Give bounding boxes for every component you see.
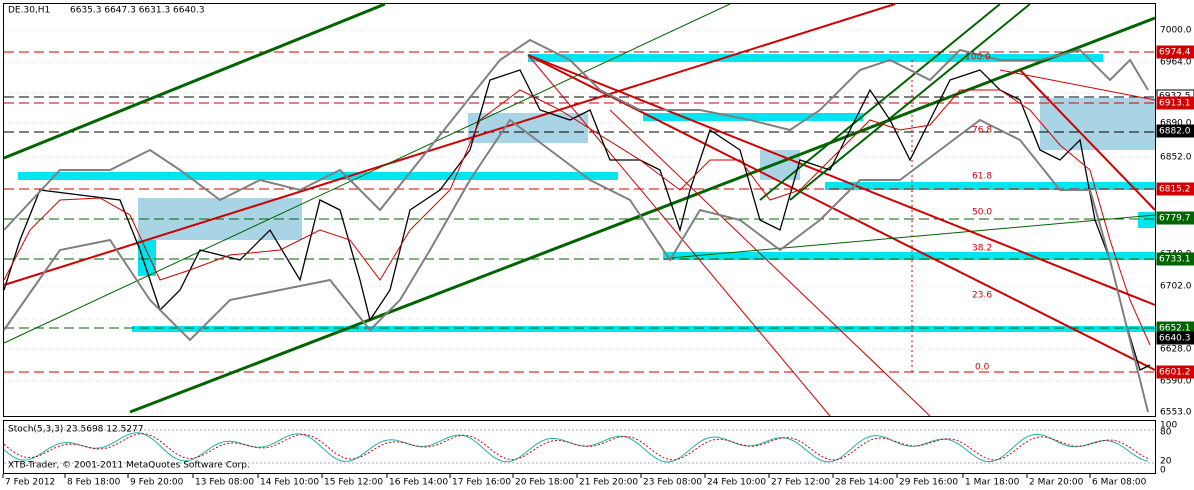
price-tag: 6733.1 xyxy=(1159,255,1191,265)
time-label: 20 Feb 18:00 xyxy=(515,478,574,488)
fib-label: 50.0 xyxy=(972,208,992,218)
price-tag-bg xyxy=(1156,96,1194,110)
zone xyxy=(663,252,1155,260)
fib-label: 38.2 xyxy=(972,244,992,254)
time-label: 1 Mar 18:00 xyxy=(965,478,1020,488)
trend-line xyxy=(759,3,1001,201)
stoch-axis-label: 20 xyxy=(1160,457,1172,467)
moving-average xyxy=(3,89,1151,346)
bollinger-upper xyxy=(3,38,1149,231)
trend-line xyxy=(609,109,931,417)
price-tag-bg xyxy=(1156,252,1194,266)
fib-label: 61.8 xyxy=(972,172,992,182)
zone xyxy=(1040,98,1155,150)
copyright: XTB-Trader, © 2001-2011 MetaQuotes Softw… xyxy=(8,461,250,471)
trend-line xyxy=(3,3,731,344)
price-tag: 6640.3 xyxy=(1159,334,1191,344)
ohlc: 6635.3 6647.3 6631.3 6640.3 xyxy=(70,6,205,16)
price-tag-bg xyxy=(1156,211,1194,225)
time-label: 17 Feb 16:00 xyxy=(452,478,511,488)
price-tag-bg xyxy=(1156,331,1194,345)
zone xyxy=(18,172,618,180)
price-label: 6553.0 xyxy=(1160,408,1192,418)
fib-label: 23.6 xyxy=(972,291,992,301)
trend-lines xyxy=(3,2,1156,417)
price-tag: 6815.2 xyxy=(1159,185,1191,195)
trend-line xyxy=(3,3,896,286)
trend-line xyxy=(129,16,1156,414)
price-tag: 6652.1 xyxy=(1159,324,1191,334)
zone xyxy=(528,54,1103,62)
symbol: DE.30,H1 xyxy=(8,6,50,16)
time-label: 15 Feb 12:00 xyxy=(324,478,383,488)
zone xyxy=(138,240,156,276)
zone xyxy=(468,113,588,143)
trend-line xyxy=(3,2,386,160)
trend-line xyxy=(527,54,1156,306)
time-label: 7 Feb 2012 xyxy=(5,478,55,488)
stoch-d xyxy=(3,433,1149,461)
trend-line xyxy=(1019,69,1156,211)
time-label: 13 Feb 08:00 xyxy=(195,478,254,488)
price-tag: 6882.0 xyxy=(1159,127,1191,137)
fib-label: 76.8 xyxy=(972,126,992,136)
price-tag-bg xyxy=(1156,45,1194,59)
price-label: 6964.0 xyxy=(1160,58,1192,68)
time-axis: 7 Feb 2012 8 Feb 18:00 9 Feb 20:00 13 Feb 0… xyxy=(2,474,1147,488)
trend-line xyxy=(999,69,1156,101)
stoch-axis-label: 0 xyxy=(1160,466,1166,476)
price-tag: 6913.1 xyxy=(1159,99,1191,109)
price-tag-bg xyxy=(1156,182,1194,196)
price-tags: 6974.46932.56913.16882.06815.26779.76733… xyxy=(1156,45,1194,379)
time-label: 16 Feb 14:00 xyxy=(389,478,448,488)
zone xyxy=(132,326,1155,332)
price-label: 6702.0 xyxy=(1160,282,1192,292)
time-label: 9 Feb 20:00 xyxy=(130,478,184,488)
price-tag: 6974.4 xyxy=(1159,48,1191,58)
time-label: 27 Feb 12:00 xyxy=(771,478,830,488)
trend-line xyxy=(527,54,1156,371)
price-tag-bg xyxy=(1156,124,1194,138)
fib-label: 100.0 xyxy=(965,53,991,63)
price-label: 6628.0 xyxy=(1160,345,1192,355)
price-tag: 6779.7 xyxy=(1159,214,1191,224)
price-tag: 6601.2 xyxy=(1159,368,1191,378)
bollinger-lower xyxy=(3,118,1149,413)
price-label: 6890.0 xyxy=(1160,119,1192,129)
price-tag-bg xyxy=(1156,365,1194,379)
time-label: 24 Feb 10:00 xyxy=(707,478,766,488)
price-label: 7000.0 xyxy=(1160,26,1192,36)
time-label: 29 Feb 16:00 xyxy=(899,478,958,488)
time-label: 28 Feb 14:00 xyxy=(835,478,894,488)
fib-labels: 100.0 76.8 61.8 50.0 38.2 23.6 0.0 xyxy=(965,53,992,373)
stoch-label: Stoch(5,3,3) 23.5698 12.5277 xyxy=(8,425,143,435)
stoch-panel xyxy=(3,420,1156,474)
fib-label: 0.0 xyxy=(975,363,990,373)
zone xyxy=(643,113,863,121)
time-label: 8 Feb 18:00 xyxy=(67,478,121,488)
stoch-axis-label: 100 xyxy=(1160,421,1177,431)
time-label: 21 Feb 20:00 xyxy=(579,478,638,488)
trend-line xyxy=(789,3,1031,201)
stoch-axis-label: 80 xyxy=(1160,428,1172,438)
zone xyxy=(825,182,1155,190)
zone xyxy=(1138,212,1155,228)
price-label: 6590.0 xyxy=(1160,377,1192,387)
time-label: 23 Feb 08:00 xyxy=(643,478,702,488)
main-panel xyxy=(3,3,1156,417)
price-label: 6852.0 xyxy=(1160,153,1192,163)
zones xyxy=(18,54,1155,332)
time-label: 14 Feb 10:00 xyxy=(260,478,319,488)
time-label: 6 Mar 08:00 xyxy=(1092,478,1147,488)
time-label: 2 Mar 20:00 xyxy=(1029,478,1084,488)
